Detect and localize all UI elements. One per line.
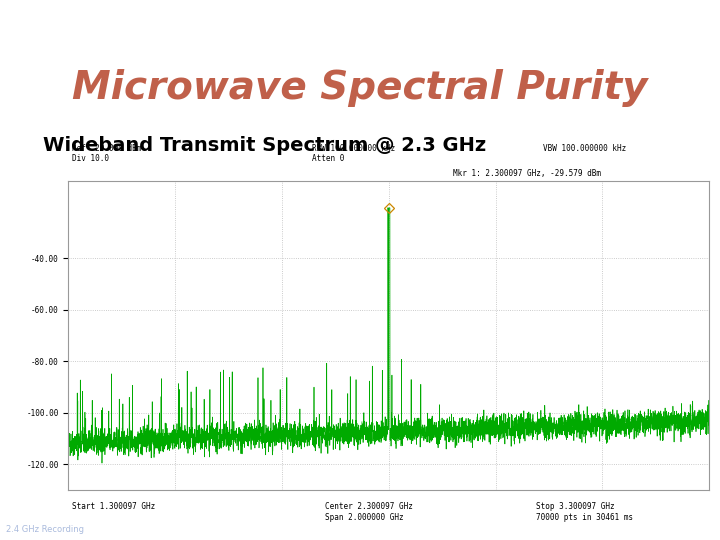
Text: Stop 3.300097 GHz
70000 pts in 30461 ms: Stop 3.300097 GHz 70000 pts in 30461 ms bbox=[536, 502, 634, 522]
Text: Center 2.300097 GHz
Span 2.000000 GHz: Center 2.300097 GHz Span 2.000000 GHz bbox=[325, 502, 413, 522]
Text: Wideband Transmit Spectrum @ 2.3 GHz: Wideband Transmit Spectrum @ 2.3 GHz bbox=[43, 136, 486, 155]
Text: Microwave Spectral Purity: Microwave Spectral Purity bbox=[72, 69, 648, 107]
Text: Mkr 1: 2.300097 GHz, -29.579 dBm: Mkr 1: 2.300097 GHz, -29.579 dBm bbox=[453, 168, 601, 178]
Text: 15: 15 bbox=[681, 10, 702, 25]
Text: 2.4 GHz Recording: 2.4 GHz Recording bbox=[6, 525, 84, 534]
Text: VBW 100.000000 kHz: VBW 100.000000 kHz bbox=[543, 144, 626, 153]
Text: Start 1.300097 GHz: Start 1.300097 GHz bbox=[71, 502, 155, 511]
Text: Ref  20.000 dBm
Div 10.0: Ref 20.000 dBm Div 10.0 bbox=[71, 144, 141, 163]
Text: RBW 100.000000 kHz
Atten 0: RBW 100.000000 kHz Atten 0 bbox=[312, 144, 395, 163]
